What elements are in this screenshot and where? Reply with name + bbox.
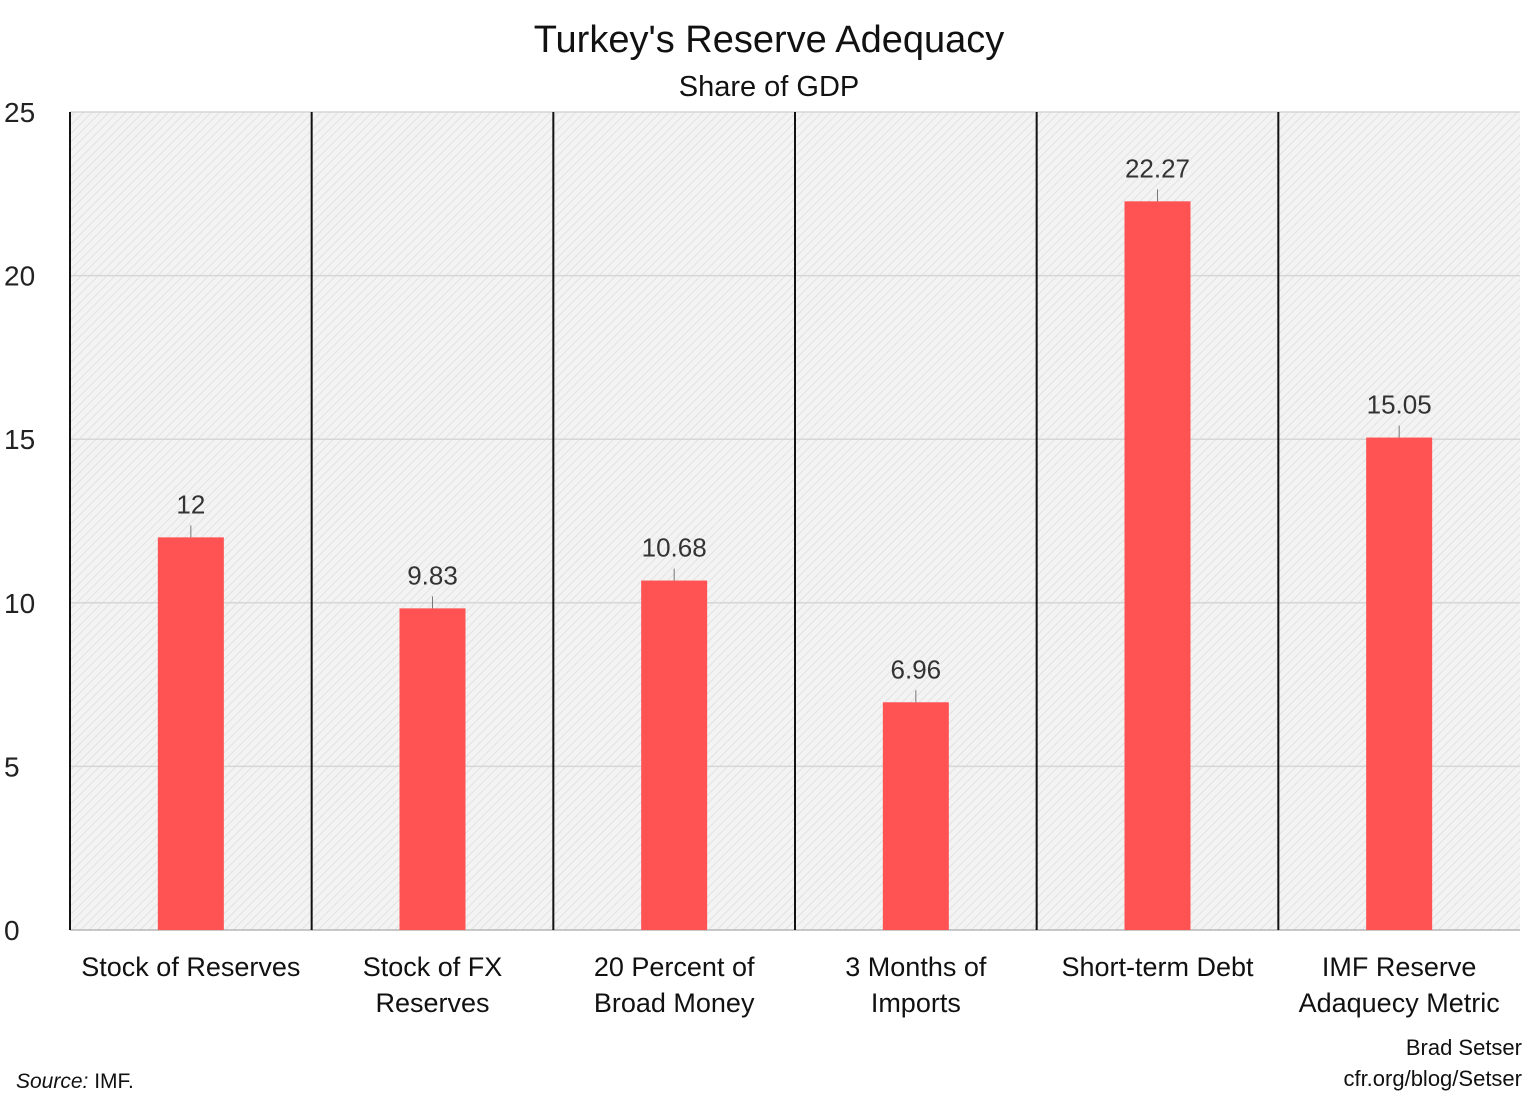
data-label: 12	[176, 489, 205, 519]
x-axis-labels: Stock of Reserves Stock of FX Reserves 20 P…	[81, 952, 1499, 1018]
source-label: Source:	[16, 1070, 89, 1093]
y-tick-label: 5	[4, 751, 20, 782]
blog-url: cfr.org/blog/Setser	[1343, 1066, 1522, 1091]
bar	[1366, 437, 1433, 930]
chart-subtitle: Share of GDP	[678, 71, 860, 103]
bar	[1124, 201, 1191, 930]
x-tick-label: Adaquecy Metric	[1299, 988, 1500, 1018]
bar	[399, 608, 466, 930]
author-credit: Brad Setser	[1405, 1035, 1522, 1060]
x-tick-label: 3 Months of	[845, 952, 987, 982]
category-separators	[69, 112, 1280, 930]
data-label: 10.68	[642, 533, 707, 563]
bar	[641, 580, 708, 930]
x-tick-label: IMF Reserve	[1322, 952, 1477, 982]
y-tick-label: 25	[4, 97, 35, 128]
x-tick-label: Reserves	[375, 988, 489, 1018]
data-label: 6.96	[891, 654, 942, 684]
chart-title: Turkey's Reserve Adequacy	[533, 19, 1005, 61]
x-tick-label: Imports	[871, 988, 961, 1018]
x-tick-label: Broad Money	[594, 988, 755, 1018]
data-label: 9.83	[407, 560, 458, 590]
y-tick-label: 0	[4, 915, 20, 946]
y-tick-label: 20	[4, 261, 35, 292]
y-axis-ticks: 0 5 10 15 20 25	[4, 97, 35, 946]
bar	[157, 537, 224, 930]
data-label: 15.05	[1367, 390, 1432, 420]
y-tick-label: 15	[4, 424, 35, 455]
x-tick-label: Stock of Reserves	[81, 952, 300, 982]
bar	[882, 702, 949, 930]
y-tick-label: 10	[4, 588, 35, 619]
source-note: Source: IMF.	[16, 1068, 134, 1096]
x-tick-label: 20 Percent of	[594, 952, 755, 982]
bars: 12 9.83 10.68 6.96 22.27 15.05	[157, 153, 1433, 930]
source-value: IMF.	[88, 1070, 134, 1093]
x-tick-label: Stock of FX	[363, 952, 503, 982]
data-label: 22.27	[1125, 153, 1190, 183]
x-tick-label: Short-term Debt	[1061, 952, 1254, 982]
